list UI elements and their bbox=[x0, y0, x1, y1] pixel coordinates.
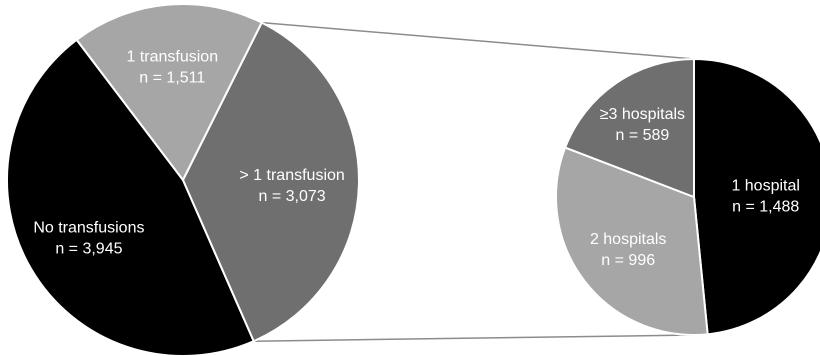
slice-label-2-hospitals: 2 hospitals n = 996 bbox=[590, 231, 667, 269]
connector-lines bbox=[253, 21, 695, 342]
pie-slice-1-transfusion bbox=[75, 3, 264, 182]
slice-label-count: n = 589 bbox=[615, 127, 669, 144]
pie-slice-2-hospitals bbox=[555, 146, 709, 336]
slice-label-1-hospital: 1 hospital n = 1,488 bbox=[731, 177, 800, 215]
slice-label-name: 2 hospitals bbox=[590, 231, 667, 248]
pie-slice-1-hospital bbox=[693, 57, 820, 336]
main-pie bbox=[5, 3, 360, 356]
slice-label-1-transfusion: > 1 transfusion n = 3,073 bbox=[239, 167, 344, 205]
slice-label-count: n = 996 bbox=[601, 252, 655, 269]
pie-slice-1-transfusion bbox=[181, 21, 360, 343]
slice-label-1-transfusion: 1 transfusion n = 1,511 bbox=[126, 48, 218, 86]
connector-line-top bbox=[261, 21, 695, 60]
connector-line-bottom bbox=[253, 334, 695, 342]
breakdown-pie bbox=[555, 57, 820, 336]
slice-label-count: n = 3,073 bbox=[259, 188, 326, 205]
slice-label-name: No transfusions bbox=[33, 219, 144, 236]
slice-label-name: ≥3 hospitals bbox=[600, 106, 685, 123]
breakdown-pie-labels: 1 hospital n = 1,488 2 hospitals n = 996 ≥3 … bbox=[590, 106, 800, 269]
slice-label-count: n = 1,511 bbox=[139, 69, 205, 86]
slice-label-name: 1 hospital bbox=[731, 177, 800, 194]
pie-slice-3-hospitals bbox=[563, 57, 695, 199]
slice-label-3-hospitals: ≥3 hospitals n = 589 bbox=[600, 106, 685, 144]
main-pie-labels: No transfusions n = 3,945 1 transfusion n =… bbox=[33, 48, 344, 257]
slice-label-name: 1 transfusion bbox=[126, 48, 218, 65]
slice-label-count: n = 1,488 bbox=[732, 198, 799, 215]
slice-label-no-transfusions: No transfusions n = 3,945 bbox=[33, 219, 144, 257]
slice-label-name: > 1 transfusion bbox=[239, 167, 344, 184]
slice-label-count: n = 3,945 bbox=[55, 240, 122, 257]
